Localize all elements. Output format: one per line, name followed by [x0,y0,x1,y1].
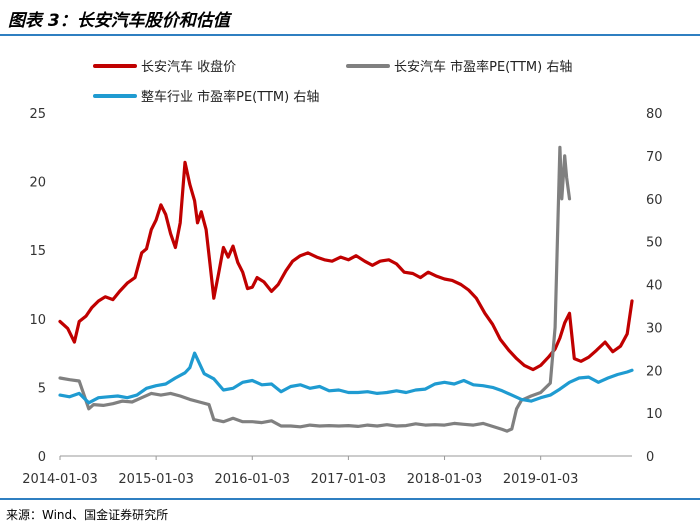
source-bar: 来源：Wind、国金证券研究所 [0,498,700,529]
x-tick-label: 2015-01-03 [118,472,194,487]
series-line-2 [58,145,572,433]
y-left-tick-label: 5 [38,381,46,396]
source-note: 来源：Wind、国金证券研究所 [6,508,169,522]
chart-title: 图表 3：长安汽车股价和估值 [8,11,230,31]
y-left-tick-label: 0 [38,450,46,465]
x-tick-label: 2014-01-03 [22,472,98,487]
y-right-tick-label: 0 [646,450,654,465]
series-line-1 [58,160,634,372]
y-left-tick-label: 20 [29,176,46,191]
y-right-tick-label: 30 [646,321,663,336]
legend-label-1: 长安汽车 收盘价 [141,59,236,75]
legend-label-3: 整车行业 市盈率PE(TTM) 右轴 [141,89,319,105]
y-left-tick-label: 25 [29,107,46,122]
y-right-tick-label: 20 [646,364,663,379]
x-tick-label: 2016-01-03 [214,472,290,487]
y-right-tick-label: 50 [646,236,663,251]
title-bar: 图表 3：长安汽车股价和估值 [0,0,700,36]
y-right-tick-label: 40 [646,279,663,294]
y-right-tick-label: 10 [646,407,663,422]
chart-area: 0 5 10 15 20 25 0 10 20 30 40 50 60 70 80 2014-01-03 201… [22,59,663,487]
y-right-tick-label: 60 [646,193,663,208]
y-right-tick-label: 80 [646,107,663,122]
y-right-tick-label: 70 [646,150,663,165]
y-left-tick-label: 15 [29,244,46,259]
y-left-tick-label: 10 [29,313,46,328]
x-tick-label: 2018-01-03 [407,472,483,487]
x-tick-label: 2019-01-03 [503,472,579,487]
x-tick-label: 2017-01-03 [311,472,387,487]
legend-label-2: 长安汽车 市盈率PE(TTM) 右轴 [394,59,572,75]
series-line-3 [58,351,634,405]
